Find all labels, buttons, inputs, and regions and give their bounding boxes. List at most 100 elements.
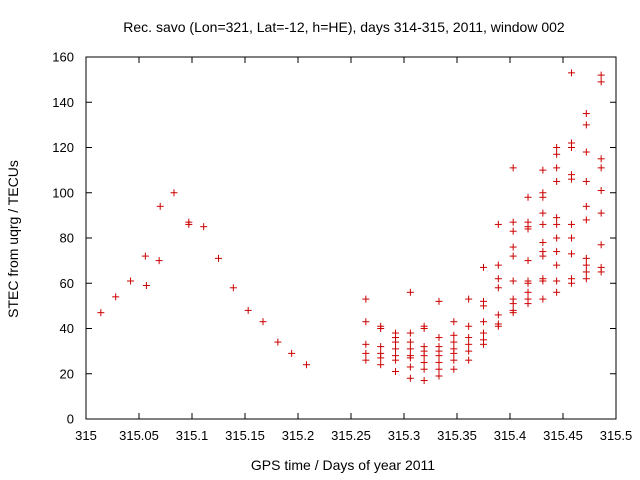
data-point xyxy=(553,288,561,296)
data-point xyxy=(494,261,502,269)
data-point xyxy=(567,279,575,287)
data-point xyxy=(406,338,414,346)
data-point xyxy=(229,284,237,292)
data-point xyxy=(524,279,532,287)
data-point xyxy=(450,365,458,373)
data-point xyxy=(435,334,443,342)
data-point xyxy=(362,356,370,364)
data-point xyxy=(406,329,414,337)
data-point xyxy=(494,311,502,319)
data-point xyxy=(509,164,517,172)
data-point xyxy=(392,367,400,375)
data-point xyxy=(539,193,547,201)
data-point xyxy=(155,257,163,265)
data-points xyxy=(97,69,605,385)
data-point xyxy=(200,223,208,231)
x-tick-label: 315 xyxy=(75,428,97,443)
data-point xyxy=(553,150,561,158)
data-point xyxy=(450,318,458,326)
data-point xyxy=(435,372,443,380)
x-tick-label: 315.35 xyxy=(437,428,477,443)
data-point xyxy=(480,329,487,337)
x-tick-label: 315.45 xyxy=(543,428,583,443)
data-point xyxy=(539,220,547,228)
data-point xyxy=(582,268,590,276)
y-tick-label: 160 xyxy=(52,50,74,65)
data-point xyxy=(553,277,561,285)
y-tick-label: 20 xyxy=(60,366,74,381)
data-point xyxy=(509,218,517,226)
y-tick-label: 100 xyxy=(52,185,74,200)
data-point xyxy=(480,263,487,271)
data-point xyxy=(420,358,428,366)
data-point xyxy=(567,175,575,183)
y-tick-label: 0 xyxy=(67,412,74,427)
data-point xyxy=(597,78,605,86)
data-point xyxy=(420,325,428,332)
x-tick-label: 315.2 xyxy=(282,428,315,443)
y-axis-label: STEC from uqrg / TECUs xyxy=(5,160,21,318)
data-point xyxy=(450,338,458,346)
x-tick-label: 315.4 xyxy=(494,428,527,443)
plot-frame xyxy=(85,56,617,420)
data-point xyxy=(377,354,385,362)
data-point xyxy=(524,288,532,296)
data-point xyxy=(274,338,282,346)
data-point xyxy=(215,254,222,262)
data-point xyxy=(392,345,400,353)
data-point xyxy=(420,377,428,385)
y-tick-label: 40 xyxy=(60,321,74,336)
chart-title: Rec. savo (Lon=321, Lat=-12, h=HE), days… xyxy=(123,19,565,35)
x-tick-label: 315.25 xyxy=(331,428,371,443)
data-point xyxy=(127,277,135,285)
data-point xyxy=(494,275,502,283)
data-point xyxy=(435,365,443,373)
data-point xyxy=(377,343,385,351)
data-point xyxy=(392,338,400,346)
data-point xyxy=(597,268,605,276)
data-point xyxy=(524,193,532,201)
data-point xyxy=(465,295,473,303)
data-point xyxy=(465,356,473,364)
data-point xyxy=(524,225,532,233)
data-point xyxy=(582,148,590,156)
data-point xyxy=(244,306,252,314)
data-point xyxy=(450,349,458,357)
data-point xyxy=(539,277,547,285)
data-point xyxy=(377,361,385,369)
data-point xyxy=(509,252,517,260)
data-point xyxy=(288,349,296,357)
data-point xyxy=(524,300,532,308)
data-point xyxy=(509,309,517,317)
data-point xyxy=(362,340,370,348)
data-point xyxy=(597,241,605,249)
data-point xyxy=(509,227,517,235)
data-point xyxy=(392,356,400,364)
data-point xyxy=(435,358,443,366)
data-point xyxy=(156,202,164,210)
data-point xyxy=(97,309,105,317)
data-point xyxy=(582,121,590,129)
y-tick-label: 140 xyxy=(52,95,74,110)
data-point xyxy=(509,277,517,285)
data-point xyxy=(465,347,473,355)
x-tick-label: 315.3 xyxy=(388,428,421,443)
data-point xyxy=(567,250,575,258)
data-point xyxy=(435,297,443,305)
x-axis-label: GPS time / Days of year 2011 xyxy=(251,457,435,473)
data-point xyxy=(362,295,370,303)
data-point xyxy=(567,234,575,242)
data-point xyxy=(553,234,561,242)
data-point xyxy=(582,254,590,262)
data-point xyxy=(435,352,443,360)
data-point xyxy=(553,220,561,228)
data-point xyxy=(450,356,458,364)
data-point xyxy=(450,331,458,339)
data-point xyxy=(597,155,605,163)
data-point xyxy=(553,248,561,256)
axis-ticks: 315 315.05 315.1 315.15 315.2 315.25 315.3 315.… xyxy=(52,50,632,444)
data-point xyxy=(362,318,370,326)
data-point xyxy=(406,354,414,362)
data-point xyxy=(524,257,532,265)
data-point xyxy=(465,334,473,342)
